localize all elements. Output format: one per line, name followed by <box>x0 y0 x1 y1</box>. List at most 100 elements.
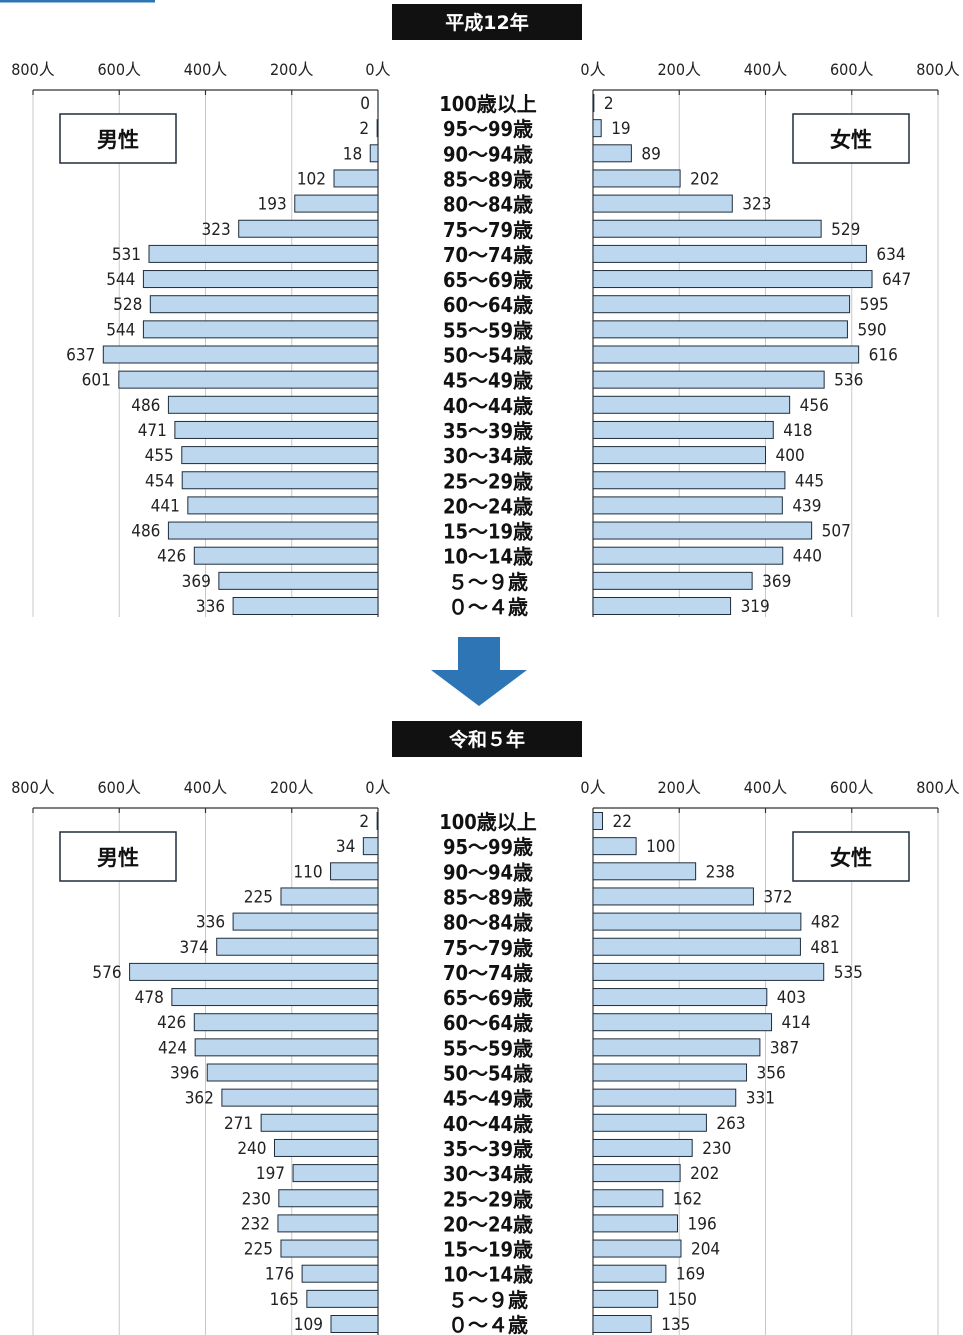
female-legend-label: 女性 <box>830 128 872 152</box>
male-value-label: 426 <box>157 1013 186 1033</box>
male-value-label: 544 <box>106 270 135 290</box>
age-group-label: 10～14歳 <box>443 1263 533 1287</box>
female-bar <box>592 295 851 314</box>
male-tick-label: 600人 <box>98 778 141 797</box>
male-bar <box>362 837 379 856</box>
male-bar <box>369 144 379 163</box>
male-bar <box>221 1088 379 1107</box>
female-value-label: 647 <box>882 270 911 290</box>
male-bar <box>376 119 379 138</box>
male-value-label: 271 <box>224 1114 253 1134</box>
male-value-label: 396 <box>170 1064 199 1084</box>
female-bar <box>592 521 813 540</box>
male-value-label: 0 <box>360 94 370 114</box>
male-tick-label: 200人 <box>270 778 313 797</box>
female-bar <box>592 837 637 856</box>
male-tick-label: 0人 <box>365 778 390 797</box>
female-bar <box>592 94 595 112</box>
male-value-label: 486 <box>131 522 160 542</box>
female-bar <box>592 244 867 263</box>
age-group-label: 70～74歳 <box>443 961 533 985</box>
age-group-label: 60～64歳 <box>443 1011 533 1035</box>
male-tick-label: 800人 <box>11 60 54 79</box>
age-group-label: 90～94歳 <box>443 142 533 166</box>
age-group-label: 40～44歳 <box>443 1112 533 1136</box>
male-bar <box>148 244 379 263</box>
male-tick-label: 200人 <box>270 60 313 79</box>
female-bar <box>592 420 774 439</box>
panel-title-bar <box>392 721 582 757</box>
age-group-label: 80～84歳 <box>443 911 533 935</box>
age-group-label: 85～89歳 <box>443 167 533 191</box>
female-bar <box>592 1038 761 1057</box>
male-bar <box>232 912 379 931</box>
age-group-label: ０～４歳 <box>448 1313 528 1335</box>
male-bar <box>181 446 379 465</box>
male-legend-label: 男性 <box>97 128 139 152</box>
age-group-label: 100歳以上 <box>439 810 537 834</box>
female-value-label: 536 <box>834 371 863 391</box>
female-legend-box <box>792 831 910 882</box>
female-value-label: 331 <box>746 1089 775 1109</box>
female-value-label: 263 <box>716 1114 745 1134</box>
age-group-label: 100歳以上 <box>439 92 537 116</box>
female-bar <box>592 1013 773 1032</box>
pyramid-panel-2: 令和５年 800人 600人 400人 200人 0人 0人 200人 400人 600人 800人… <box>11 721 960 1335</box>
female-value-label: 162 <box>673 1189 702 1209</box>
male-bar <box>102 345 379 364</box>
male-value-label: 426 <box>157 547 186 567</box>
female-bar <box>592 1138 693 1157</box>
female-bar <box>592 446 766 465</box>
female-legend-box <box>792 113 910 164</box>
female-value-label: 403 <box>777 988 806 1008</box>
female-value-label: 356 <box>757 1064 786 1084</box>
female-value-label: 445 <box>795 471 824 491</box>
male-bar <box>238 219 379 238</box>
female-bar <box>592 937 801 956</box>
female-value-label: 595 <box>860 295 889 315</box>
male-bar <box>301 1264 379 1283</box>
female-value-label: 634 <box>876 245 905 265</box>
female-value-label: 387 <box>770 1038 799 1058</box>
female-value-label: 369 <box>762 572 791 592</box>
female-bar <box>592 1315 652 1333</box>
male-value-label: 369 <box>182 572 211 592</box>
female-tick-label: 400人 <box>744 60 787 79</box>
male-bar <box>280 1239 379 1258</box>
female-value-label: 400 <box>776 446 805 466</box>
female-value-label: 100 <box>646 837 675 857</box>
female-value-label: 22 <box>612 812 631 832</box>
female-value-label: 135 <box>661 1315 690 1335</box>
age-group-label: 40～44歳 <box>443 394 533 418</box>
male-value-label: 197 <box>256 1164 285 1184</box>
female-bar <box>592 169 681 188</box>
female-tick-label: 200人 <box>658 778 701 797</box>
female-value-label: 440 <box>793 547 822 567</box>
male-value-label: 455 <box>145 446 174 466</box>
female-value-label: 238 <box>706 862 735 882</box>
panel-title: 平成12年 <box>445 11 528 34</box>
female-tick-label: 600人 <box>830 60 873 79</box>
age-group-label: 50～54歳 <box>443 1062 533 1086</box>
panel-title: 令和５年 <box>449 728 525 751</box>
female-value-label: 323 <box>742 195 771 215</box>
male-value-label: 601 <box>82 371 111 391</box>
male-bar <box>278 1189 379 1208</box>
female-bar <box>592 912 802 931</box>
female-value-label: 19 <box>611 119 630 139</box>
age-group-label: 20～24歳 <box>443 1212 533 1236</box>
male-bar <box>218 571 379 590</box>
female-bar <box>592 546 784 565</box>
female-value-label: 202 <box>690 1164 719 1184</box>
female-bar <box>592 320 848 339</box>
male-value-label: 193 <box>258 195 287 215</box>
male-value-label: 2 <box>359 812 369 832</box>
male-value-label: 230 <box>242 1189 271 1209</box>
female-bar <box>592 119 602 138</box>
female-bar <box>592 1264 667 1283</box>
female-value-label: 590 <box>857 320 886 340</box>
male-value-label: 165 <box>270 1290 299 1310</box>
age-group-label: 20～24歳 <box>443 494 533 518</box>
